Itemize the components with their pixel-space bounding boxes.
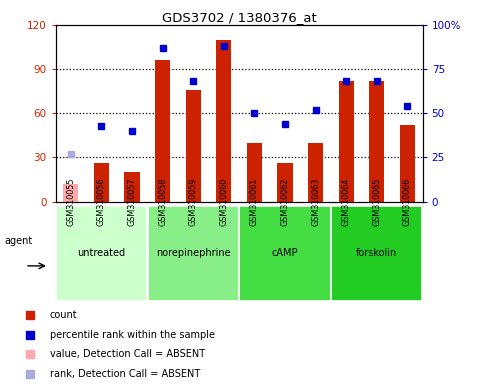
Text: untreated: untreated <box>77 248 126 258</box>
Bar <box>331 206 422 301</box>
Text: GSM310057: GSM310057 <box>128 177 137 226</box>
Text: rank, Detection Call = ABSENT: rank, Detection Call = ABSENT <box>50 369 200 379</box>
Bar <box>277 163 293 202</box>
Bar <box>400 125 415 202</box>
Text: cAMP: cAMP <box>272 248 298 258</box>
Text: agent: agent <box>4 236 33 246</box>
Bar <box>308 143 323 202</box>
Bar <box>63 184 78 202</box>
Bar <box>216 40 231 202</box>
Bar <box>94 163 109 202</box>
Text: count: count <box>50 310 77 320</box>
Bar <box>125 172 140 202</box>
Bar <box>185 90 201 202</box>
Bar <box>339 81 354 202</box>
Text: GSM310061: GSM310061 <box>250 177 259 226</box>
Bar <box>155 60 170 202</box>
Text: GSM310066: GSM310066 <box>403 177 412 226</box>
Text: percentile rank within the sample: percentile rank within the sample <box>50 330 214 340</box>
Text: value, Detection Call = ABSENT: value, Detection Call = ABSENT <box>50 349 205 359</box>
Text: GSM310063: GSM310063 <box>311 177 320 226</box>
Bar <box>56 206 147 301</box>
Bar <box>369 81 384 202</box>
Text: GSM310059: GSM310059 <box>189 177 198 226</box>
Bar <box>148 206 239 301</box>
Text: forskolin: forskolin <box>356 248 398 258</box>
Text: GSM310064: GSM310064 <box>341 177 351 226</box>
Bar <box>247 143 262 202</box>
Text: GSM310056: GSM310056 <box>97 177 106 226</box>
Text: GSM310060: GSM310060 <box>219 177 228 226</box>
Text: GSM310058: GSM310058 <box>158 177 167 226</box>
Text: GSM310055: GSM310055 <box>66 177 75 226</box>
Bar <box>240 206 330 301</box>
Text: norepinephrine: norepinephrine <box>156 248 230 258</box>
Text: GSM310065: GSM310065 <box>372 177 381 226</box>
Title: GDS3702 / 1380376_at: GDS3702 / 1380376_at <box>162 11 316 24</box>
Text: GSM310062: GSM310062 <box>281 177 289 226</box>
